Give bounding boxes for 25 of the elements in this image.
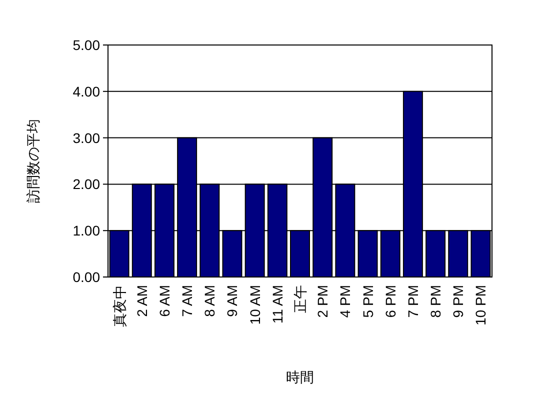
x-tick-label: 8 AM (202, 285, 218, 317)
y-axis-title: 訪問数の平均 (25, 119, 41, 203)
x-tick-label: 10 AM (246, 285, 263, 325)
x-tick-label: 真夜中 (111, 285, 128, 327)
x-tick-label: 10 PM (472, 285, 489, 326)
y-tick-label: 0.00 (72, 269, 100, 285)
x-axis-title: 時間 (286, 369, 314, 385)
y-tick-label: 4.00 (72, 83, 100, 100)
y-tick-label: 3.00 (72, 130, 100, 146)
x-tick-label: 5 PM (360, 285, 376, 318)
x-tick-label: 2 PM (314, 285, 331, 318)
x-tick-label: 9 PM (450, 285, 466, 318)
y-tick-label: 5.00 (72, 37, 100, 53)
x-tick-label: 7 AM (179, 285, 196, 317)
x-tick-label: 7 PM (404, 285, 421, 318)
x-tick-label: 9 AM (224, 285, 240, 317)
x-tick-label: 6 AM (156, 285, 172, 317)
x-tick-label: 8 PM (428, 285, 444, 318)
y-tick-label: 1.00 (72, 222, 100, 239)
x-tick-label: 6 PM (382, 285, 398, 318)
x-tick-label: 正午 (292, 285, 308, 313)
y-tick-label: 2.00 (72, 176, 100, 192)
x-tick-label: 4 PM (337, 285, 354, 318)
x-tick-label: 11 AM (269, 285, 286, 324)
x-tick-label: 2 AM (134, 285, 150, 317)
